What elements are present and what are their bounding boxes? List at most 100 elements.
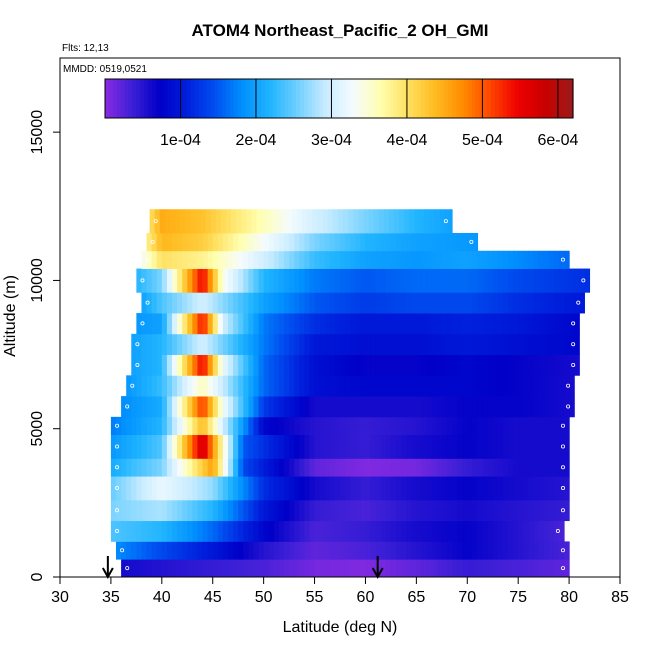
heatmap-cell [436, 292, 443, 314]
heatmap-cell [492, 559, 499, 578]
heatmap-cell [385, 292, 392, 314]
heatmap-cell [360, 292, 367, 314]
heatmap-cell [156, 313, 163, 335]
heatmap-cell [243, 354, 249, 376]
colorbar-swatch [198, 79, 204, 118]
heatmap-cell [365, 268, 372, 293]
heatmap-cell [452, 541, 458, 560]
heatmap-cell [492, 499, 499, 522]
heatmap-cell [258, 476, 265, 501]
heatmap-cell [497, 396, 504, 418]
heatmap-cell [401, 250, 407, 269]
colorbar-tick-label: 6e-04 [537, 132, 578, 149]
heatmap-cell [329, 232, 336, 252]
heatmap-cell [278, 541, 285, 560]
heatmap-cell [406, 354, 412, 376]
heatmap-cell [523, 354, 529, 376]
heatmap-cell [284, 268, 290, 293]
x-axis: 30 35 40 45 50 55 60 65 70 75 80 85 [51, 577, 629, 606]
heatmap-cell [385, 559, 392, 578]
heatmap-cell [284, 375, 290, 397]
heatmap-cell [426, 559, 433, 578]
heatmap-cell [390, 375, 397, 397]
colorbar-swatch [342, 79, 348, 118]
x-tick-label: 80 [560, 589, 578, 606]
heatmap-cell [553, 396, 560, 418]
heatmap-cell [136, 476, 143, 501]
heatmap-cell [273, 268, 280, 293]
heatmap-cell [292, 209, 298, 234]
x-tick-label: 70 [458, 589, 476, 606]
heatmap-cell [446, 559, 453, 578]
heatmap-cell [322, 209, 329, 234]
heatmap-cell [243, 268, 249, 293]
heatmap-cell [487, 458, 494, 477]
heatmap-cell [314, 396, 321, 418]
heatmap-cell [294, 476, 300, 501]
heatmap-cell [253, 375, 260, 397]
heatmap-cell [401, 541, 407, 560]
heatmap-cell [248, 458, 255, 477]
heatmap-cell [334, 292, 341, 314]
heatmap-cell [233, 292, 239, 314]
heatmap-cell [324, 313, 331, 335]
heatmap-cell [289, 232, 295, 252]
heatmap-cell [110, 476, 117, 501]
heatmap-cell [278, 499, 285, 522]
heatmap-cell [177, 499, 183, 522]
heatmap-cell [228, 416, 234, 436]
heatmap-cell [528, 434, 535, 459]
heatmap-cell [543, 292, 550, 314]
heatmap-cell [131, 434, 137, 459]
colorbar-swatch [467, 79, 473, 118]
heatmap-cell [477, 268, 484, 293]
heatmap-cell [385, 354, 392, 376]
heatmap-cell [329, 434, 336, 459]
heatmap-cell [187, 520, 193, 542]
heatmap-cell [390, 268, 397, 293]
colorbar-swatch [378, 79, 383, 118]
heatmap-cell [217, 541, 224, 560]
heatmap-cell [385, 313, 392, 335]
heatmap-cell [558, 354, 565, 376]
heatmap-cell [385, 375, 392, 397]
heatmap-cell [502, 559, 509, 578]
track-point [115, 465, 120, 470]
heatmap-cell [273, 375, 280, 397]
heatmap-cell [278, 434, 285, 459]
heatmap-cell [299, 559, 305, 578]
heatmap-cell [365, 375, 372, 397]
heatmap-cell [263, 333, 270, 355]
heatmap-cell [217, 268, 224, 293]
heatmap-cell [212, 476, 219, 501]
heatmap-cell [161, 520, 168, 542]
heatmap-cell [110, 520, 117, 542]
heatmap-cell [416, 434, 423, 459]
heatmap-cell [314, 333, 321, 355]
heatmap-cell [141, 520, 148, 542]
heatmap-cell [482, 416, 489, 436]
heatmap-cell [151, 250, 158, 269]
colorbar-swatch [417, 79, 422, 118]
heatmap-cell [355, 499, 361, 522]
heatmap-cell [472, 375, 479, 397]
heatmap-cell [304, 292, 311, 314]
heatmap-cell [477, 434, 484, 459]
heatmap-cell [172, 520, 178, 542]
heatmap-cell [508, 416, 514, 436]
heatmap-cell [528, 375, 535, 397]
heatmap-cell [319, 250, 326, 269]
heatmap-cell [304, 541, 311, 560]
heatmap-cell [482, 476, 489, 501]
heatmap-cell [457, 232, 463, 252]
heatmap-cell [518, 559, 524, 578]
heatmap-cell [523, 499, 529, 522]
colorbar-swatch [140, 79, 145, 118]
y-tick-label: 15000 [29, 110, 46, 155]
heatmap-cell [253, 499, 260, 522]
heatmap-cell [411, 375, 417, 397]
heatmap-cell [401, 559, 407, 578]
heatmap-cell [523, 396, 529, 418]
heatmap-cell [146, 416, 153, 436]
heatmap-cell [513, 268, 519, 293]
